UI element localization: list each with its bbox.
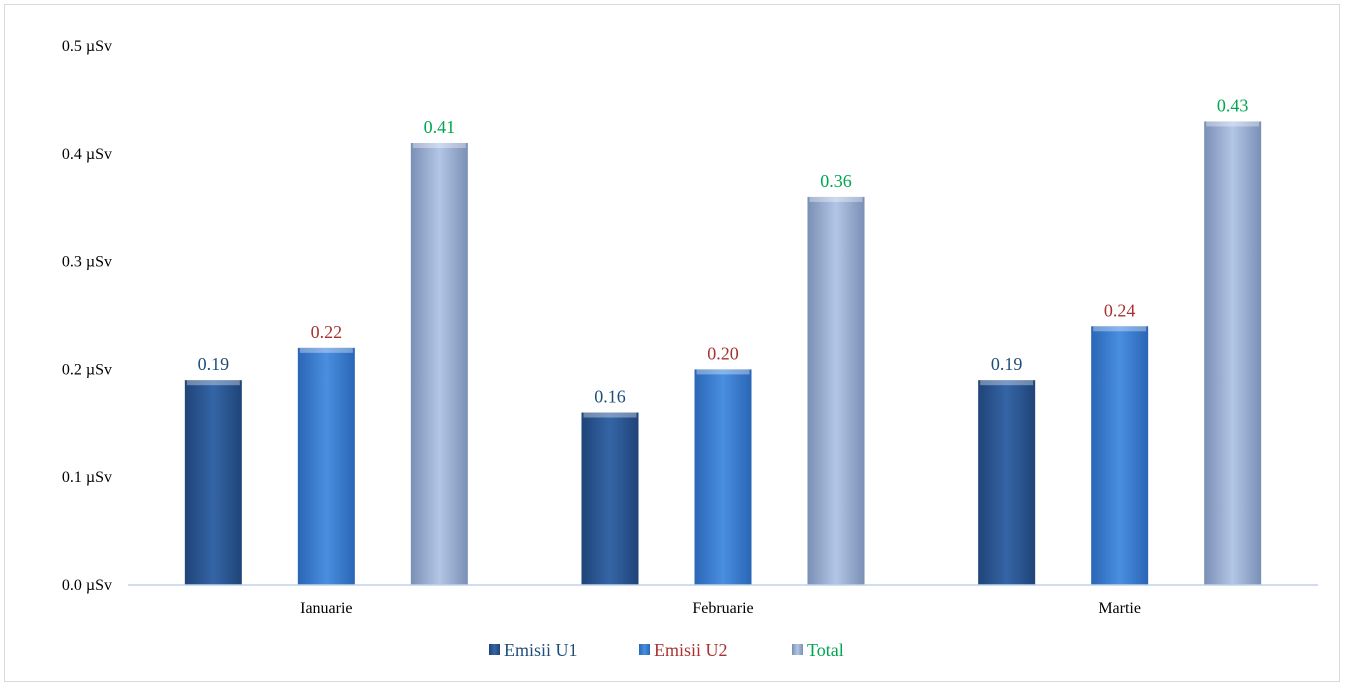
legend-label: Total — [807, 640, 844, 660]
data-label: 0.22 — [311, 322, 343, 342]
y-axis: 0.0 µSv 0.1 µSv 0.2 µSv 0.3 µSv 0.4 µSv 0.5 µ… — [62, 38, 112, 594]
bar-top-bevel — [696, 369, 750, 375]
bar-top-bevel — [412, 143, 466, 149]
bar — [184, 380, 242, 585]
data-label: 0.36 — [820, 171, 852, 191]
legend-item: Emisii U1 — [489, 640, 578, 660]
legend-label: Emisii U2 — [654, 640, 728, 660]
y-tick-label: 0.2 µSv — [62, 361, 112, 378]
data-label: 0.20 — [707, 343, 739, 363]
bar-body — [581, 412, 639, 585]
data-label: 0.19 — [198, 354, 230, 374]
data-label: 0.41 — [424, 117, 456, 137]
y-tick-label: 0.5 µSv — [62, 38, 112, 55]
bar — [1091, 326, 1149, 585]
bar-body — [184, 380, 242, 585]
data-label: 0.24 — [1104, 300, 1136, 320]
legend: Emisii U1 Emisii U2 Total — [489, 640, 844, 660]
bar-top-bevel — [583, 412, 637, 418]
bar-body — [297, 347, 355, 585]
y-tick-label: 0.1 µSv — [62, 469, 112, 486]
x-tick-label: Ianuarie — [300, 600, 352, 617]
y-tick-label: 0.0 µSv — [62, 577, 112, 594]
legend-swatch — [489, 644, 500, 655]
bar — [1204, 121, 1262, 586]
data-label: 0.43 — [1217, 95, 1249, 115]
bar — [297, 347, 355, 585]
bar-top-bevel — [980, 380, 1034, 386]
legend-swatch — [792, 644, 803, 655]
bar-body — [1204, 121, 1262, 586]
bar-top-bevel — [1093, 326, 1147, 332]
legend-label: Emisii U1 — [504, 640, 578, 660]
x-tick-label: Martie — [1098, 600, 1141, 617]
bar — [978, 380, 1036, 585]
bar-top-bevel — [1206, 121, 1260, 127]
bar — [807, 196, 865, 586]
bar — [410, 143, 468, 585]
bars — [184, 121, 1262, 586]
bar — [581, 412, 639, 585]
bar-body — [807, 196, 865, 586]
bar-top-bevel — [299, 347, 353, 353]
x-tick-label: Februarie — [692, 600, 753, 617]
bar — [694, 369, 752, 585]
data-label: 0.19 — [991, 354, 1023, 374]
bar-body — [1091, 326, 1149, 585]
data-labels: 0.19 0.22 0.41 0.16 0.20 0.36 0.19 0.24 0.43 — [198, 95, 1249, 406]
x-axis: Ianuarie Februarie Martie — [300, 600, 1141, 617]
bar-body — [694, 369, 752, 585]
bar-top-bevel — [809, 196, 863, 202]
bar-body — [978, 380, 1036, 585]
legend-item: Emisii U2 — [639, 640, 728, 660]
legend-swatch — [639, 644, 650, 655]
legend-item: Total — [792, 640, 844, 660]
bar-body — [410, 143, 468, 585]
bar-top-bevel — [186, 380, 240, 386]
y-tick-label: 0.4 µSv — [62, 146, 112, 163]
data-label: 0.16 — [594, 387, 626, 407]
y-tick-label: 0.3 µSv — [62, 254, 112, 271]
